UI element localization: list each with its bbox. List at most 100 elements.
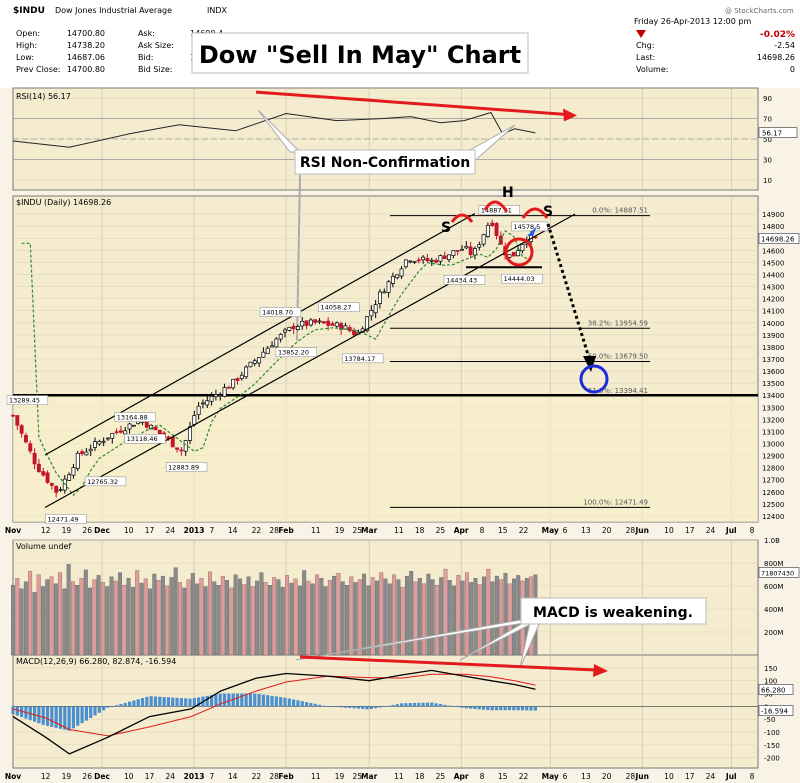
volume-bar xyxy=(237,578,242,656)
field-label: Chg: xyxy=(636,41,654,50)
price-x-axis: Nov 12 19 26 Dec 10 17 24 2013 7 14 22 28 Feb 11 19 25Ma… xyxy=(5,526,755,535)
volume-bar xyxy=(233,574,238,656)
volume-bar xyxy=(190,573,195,656)
candle-body xyxy=(244,366,249,378)
price-last-value: 14698.26 xyxy=(761,235,795,243)
rsi-trend-line xyxy=(255,90,568,117)
x-tick-label: 12 xyxy=(41,526,51,535)
candle-body xyxy=(421,256,426,261)
macd-histogram-bar xyxy=(93,706,97,716)
volume-bar xyxy=(507,583,512,656)
volume-bar xyxy=(148,588,152,656)
price-tick: 14900 xyxy=(762,211,784,219)
macd-histogram-bar xyxy=(481,706,486,710)
x-tick-label: 15 xyxy=(498,772,508,781)
copyright: @ StockCharts.com xyxy=(725,7,794,15)
exchange: INDX xyxy=(207,6,228,15)
macd-histogram-bar xyxy=(430,702,434,707)
macd-histogram-bar xyxy=(356,706,360,709)
macd-histogram-bar xyxy=(352,706,356,709)
x-tick-label: 25 xyxy=(353,772,363,781)
price-tick: 13700 xyxy=(762,356,784,364)
macd-callout: MACD is weakening. xyxy=(295,597,707,669)
x-tick-label: 2013 xyxy=(184,772,205,781)
peak-label: 12765.32 xyxy=(87,478,118,486)
peak-label-box xyxy=(45,514,87,524)
macd-histogram-bar xyxy=(317,704,322,707)
volume-bar xyxy=(118,572,122,656)
x-tick-label: 24 xyxy=(166,526,176,535)
peak-label-box xyxy=(478,205,520,215)
volume-bar xyxy=(336,573,341,656)
candle-body xyxy=(19,425,24,434)
x-tick-label: Apr xyxy=(454,772,469,781)
x-tick-label: Feb xyxy=(278,772,294,781)
price-tick: 13200 xyxy=(762,416,784,424)
volume-bar xyxy=(375,580,379,656)
peak-label-box xyxy=(443,275,486,285)
macd-histogram-bar xyxy=(365,706,369,710)
macd-histogram-bar xyxy=(54,706,58,728)
volume-bar xyxy=(362,573,367,656)
x-tick-label: 10 xyxy=(664,772,674,781)
price-tick: 14100 xyxy=(762,308,784,316)
field-value: 0 xyxy=(790,65,795,74)
macd-histogram-bar xyxy=(309,702,313,707)
macd-line xyxy=(12,669,536,755)
volume-bar xyxy=(477,584,482,656)
macd-callout-text: MACD is weakening. xyxy=(533,605,693,621)
price-tick: 13000 xyxy=(762,441,784,449)
x-tick-label: 8 xyxy=(750,772,755,781)
candle-body xyxy=(222,387,227,397)
volume-bar xyxy=(130,587,135,656)
volume-legend: Volume undef xyxy=(16,542,71,551)
candle-body xyxy=(84,451,89,456)
candle-body xyxy=(93,441,97,448)
volume-bar xyxy=(19,588,24,656)
volume-bar xyxy=(113,580,118,656)
rsi-group: 10 30 50 70 90 RSI(14) 56.17 56.17 xyxy=(12,90,798,185)
volume-bar xyxy=(66,564,71,656)
rsi-line xyxy=(12,111,536,148)
volume-bar xyxy=(443,568,448,656)
candle-body xyxy=(425,257,430,262)
candle-body xyxy=(490,222,495,226)
x-tick-label: Jun xyxy=(635,526,649,535)
macd-histogram-bar xyxy=(529,706,533,711)
volume-bar xyxy=(32,591,37,656)
macd-histogram-bar xyxy=(162,696,166,707)
x-tick-label: 25 xyxy=(436,526,446,535)
macd-last-badge xyxy=(758,684,794,695)
x-tick-label: 11 xyxy=(394,526,404,535)
candle-body xyxy=(321,321,326,324)
volume-tick: 600M xyxy=(764,583,783,591)
x-tick-label: Apr xyxy=(454,526,469,535)
candle-body xyxy=(106,437,110,440)
price-tick: 14400 xyxy=(762,271,784,279)
volume-bar xyxy=(383,578,388,656)
macd-histogram-bar xyxy=(382,706,386,707)
macd-histogram-bar xyxy=(326,706,330,707)
candle-body xyxy=(261,351,266,358)
volume-bar xyxy=(482,576,486,656)
candle-body xyxy=(54,485,59,493)
volume-bar xyxy=(430,579,435,656)
volume-bar xyxy=(182,587,187,656)
volume-bar xyxy=(126,578,131,656)
macd-histogram-bar xyxy=(102,706,106,711)
candle-body xyxy=(339,323,344,330)
macd-histogram-bar xyxy=(477,706,481,710)
macd-histogram-bar xyxy=(304,702,309,707)
volume-bar xyxy=(499,579,504,656)
peak-label-box xyxy=(124,433,166,444)
x-tick-label: 11 xyxy=(311,526,321,535)
price-tick: 14200 xyxy=(762,296,784,304)
candle-body xyxy=(516,250,521,257)
macd-histogram-bar xyxy=(218,693,222,707)
volume-bar xyxy=(225,580,230,656)
volume-bar xyxy=(503,573,508,656)
macd-histogram-bar xyxy=(231,693,235,707)
candle-body xyxy=(386,281,391,293)
macd-histogram-bar xyxy=(76,706,80,726)
x-tick-label: 26 xyxy=(82,526,92,535)
